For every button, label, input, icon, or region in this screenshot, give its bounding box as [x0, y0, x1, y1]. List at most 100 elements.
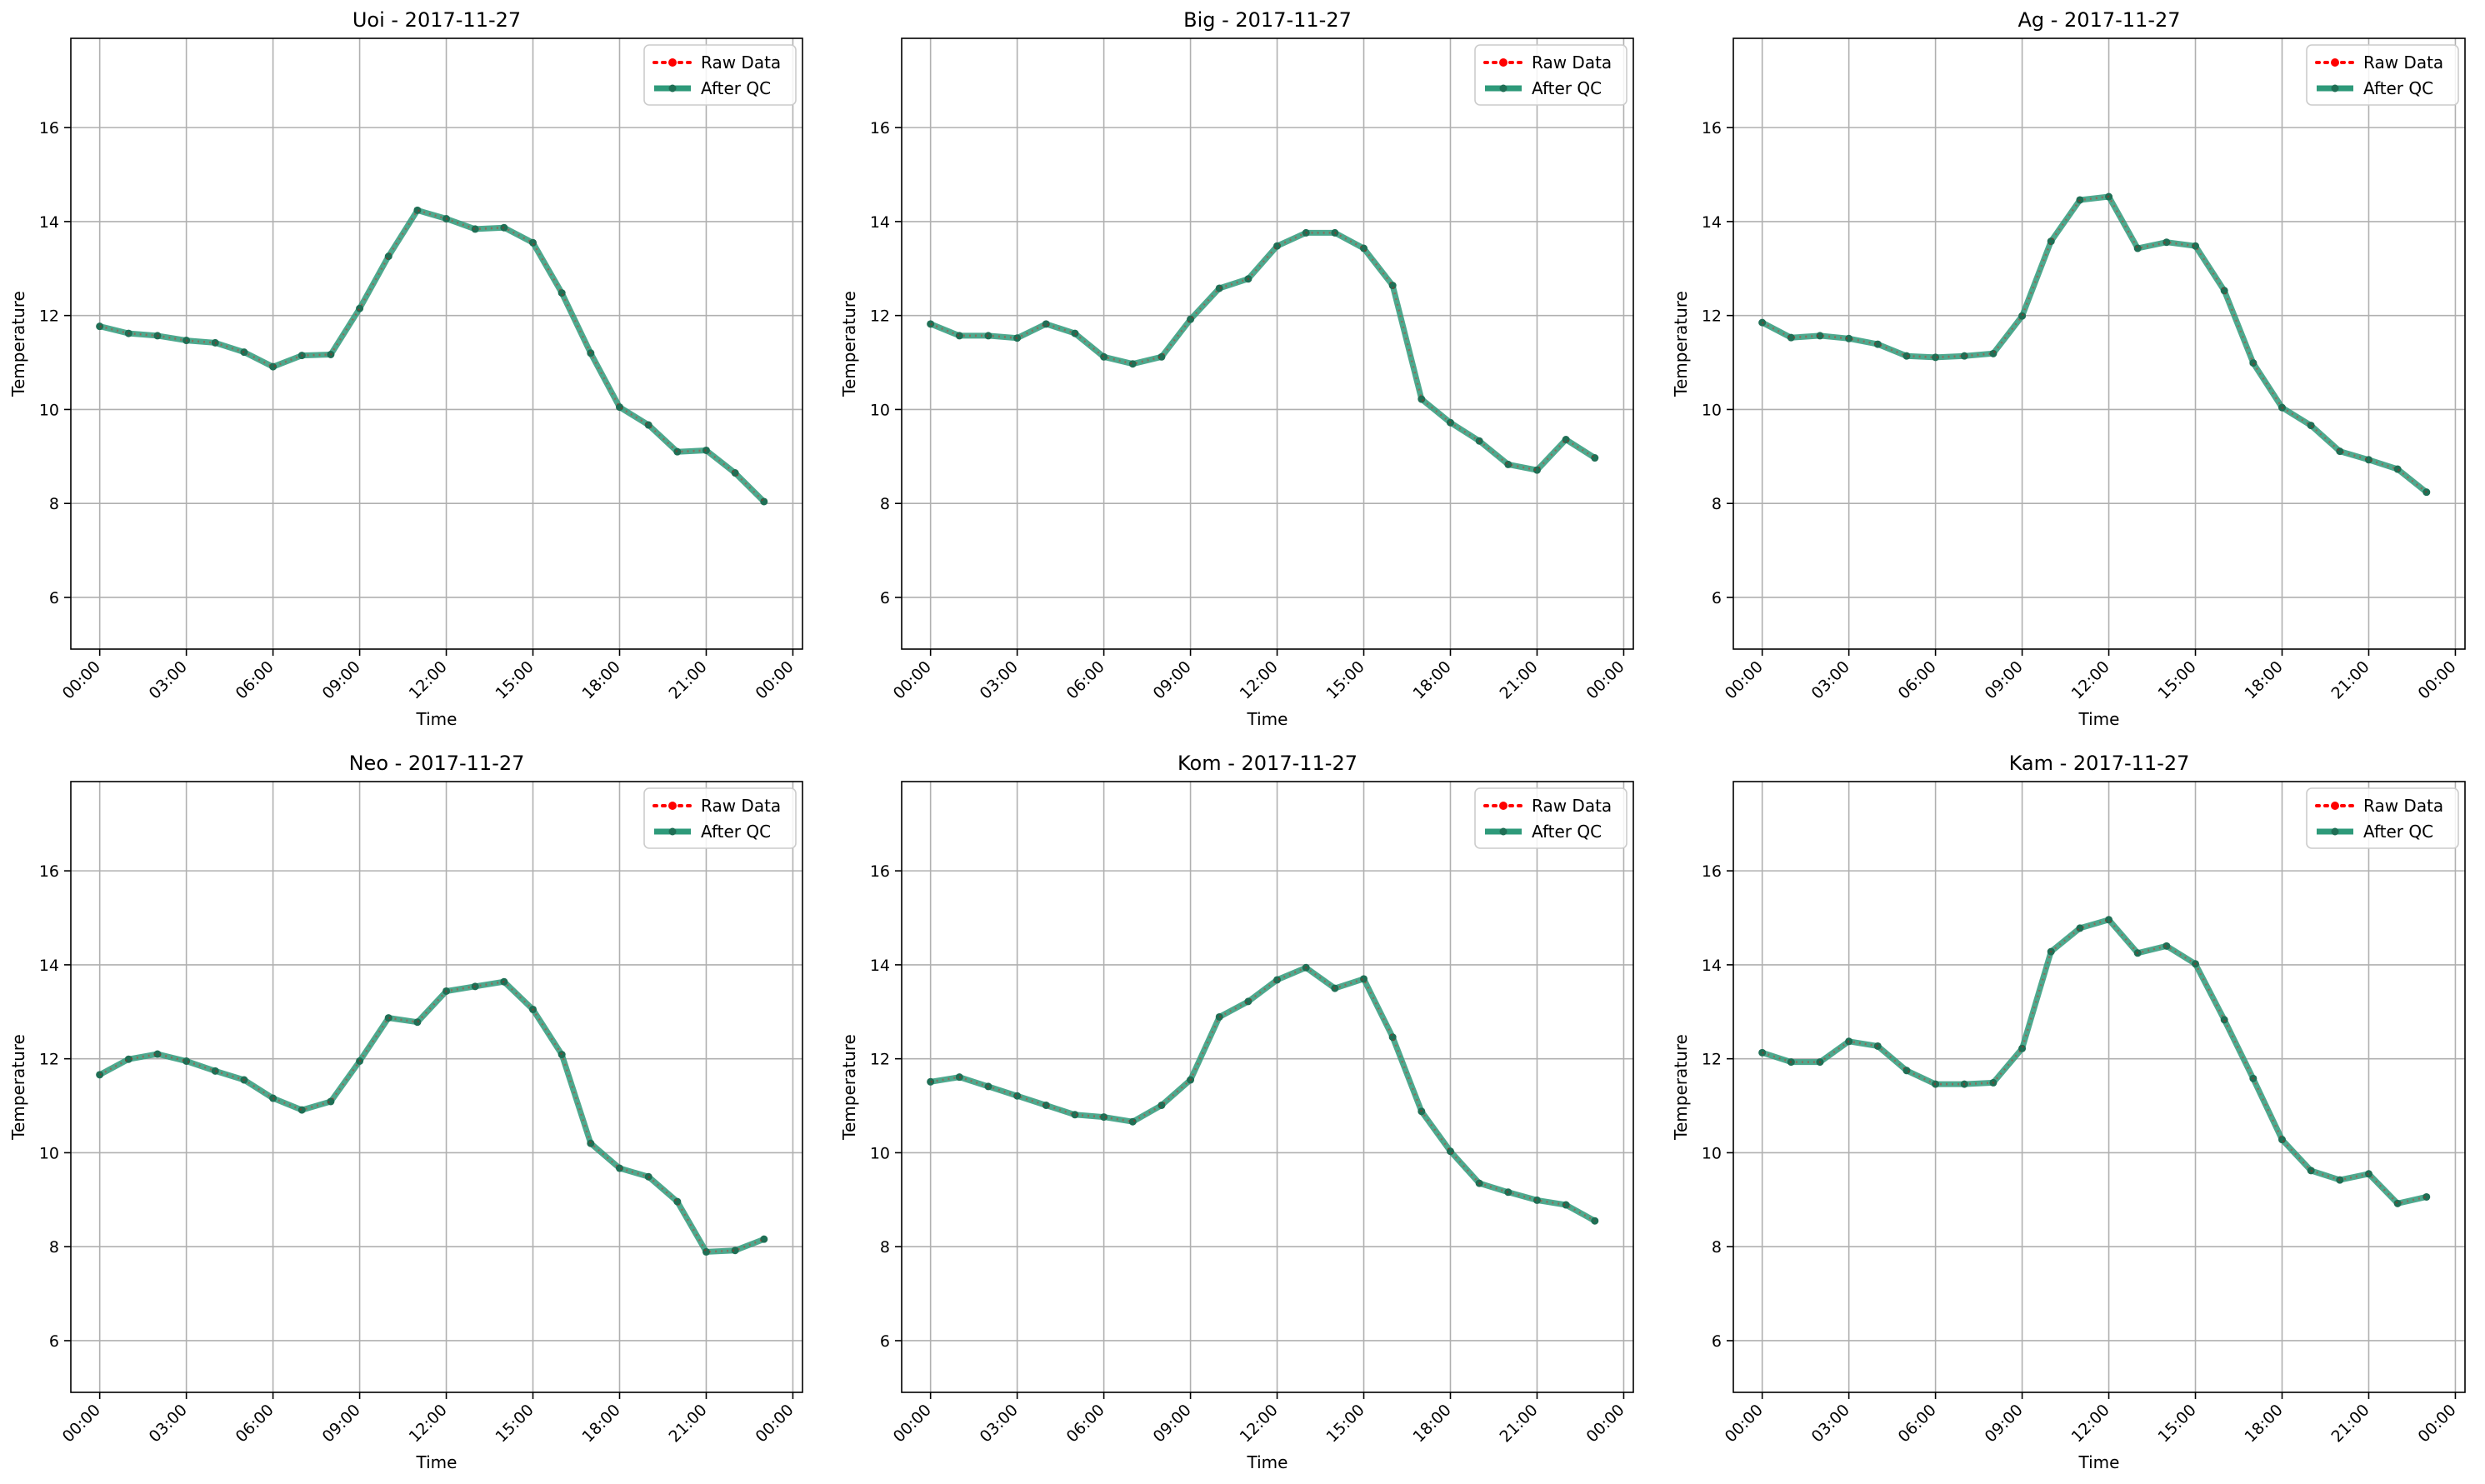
x-tick-label: 21:00: [1496, 657, 1541, 702]
legend-label-after-qc: After QC: [701, 78, 771, 98]
legend: Raw Data After QC: [2306, 787, 2459, 849]
after-qc-point: [1071, 1111, 1079, 1119]
after-qc-point: [384, 1014, 392, 1022]
x-tick-label: 00:00: [59, 657, 104, 702]
after-qc-point: [587, 1139, 595, 1147]
y-tick-label: 16: [1702, 119, 1722, 137]
after-qc-point: [2307, 1167, 2315, 1175]
after-qc-point: [1100, 352, 1108, 361]
x-tick-label: 21:00: [665, 657, 710, 702]
x-tick-label: 12:00: [406, 657, 451, 702]
after-qc-point: [1071, 329, 1079, 337]
after-qc-point: [211, 1067, 219, 1075]
y-tick-label: 14: [39, 957, 59, 975]
x-tick-label: 12:00: [2068, 1401, 2113, 1446]
after-qc-point: [1360, 975, 1368, 983]
after-qc-point: [1591, 1217, 1599, 1225]
after-qc-point: [356, 304, 364, 312]
series-line-raw-data: [1762, 195, 2428, 493]
after-qc-point: [2307, 422, 2315, 430]
legend-label-after-qc: After QC: [2363, 78, 2433, 98]
after-qc-point: [1302, 228, 1310, 237]
legend-marker-after-qc: [2331, 827, 2339, 836]
after-qc-point: [1562, 1201, 1570, 1209]
after-qc-point: [269, 1094, 278, 1102]
legend-label-after-qc: After QC: [2363, 822, 2433, 842]
after-qc-point: [955, 1073, 963, 1082]
after-qc-point: [2220, 287, 2228, 295]
after-qc-point: [616, 1164, 623, 1172]
after-qc-point: [298, 1106, 306, 1114]
legend-marker-after-qc: [1499, 84, 1508, 92]
legend-label-after-qc: After QC: [701, 822, 771, 842]
after-qc-point: [96, 1071, 104, 1079]
after-qc-point: [1013, 1092, 1022, 1100]
after-qc-point: [644, 1172, 652, 1181]
x-tick-label: 06:00: [1895, 1401, 1940, 1446]
x-tick-label: 03:00: [146, 1401, 191, 1446]
legend-marker-after-qc: [668, 84, 677, 92]
after-qc-point: [153, 332, 162, 340]
x-tick-label: 15:00: [2155, 1401, 2200, 1446]
x-tick-label: 15:00: [492, 1401, 538, 1446]
after-qc-point: [644, 421, 652, 429]
x-tick-label: 18:00: [1410, 1401, 1455, 1446]
y-tick-label: 10: [1702, 401, 1722, 419]
x-tick-label: 00:00: [890, 1401, 935, 1446]
after-qc-point: [927, 320, 935, 328]
y-tick-label: 8: [880, 1238, 890, 1257]
after-qc-point: [1873, 340, 1882, 348]
legend: Raw Data After QC: [2306, 44, 2459, 106]
after-qc-point: [413, 1018, 422, 1027]
series-line-after-qc: [97, 978, 768, 1255]
after-qc-point: [1902, 352, 1911, 360]
x-tick-label: 03:00: [977, 1401, 1022, 1446]
x-tick-label: 09:00: [1982, 1401, 2027, 1446]
after-qc-point: [2076, 196, 2084, 204]
after-qc-point: [1504, 460, 1512, 468]
series-line-after-qc: [928, 229, 1598, 473]
after-qc-point: [2278, 1136, 2286, 1144]
grid: [71, 38, 802, 649]
legend-marker-raw-data: [668, 58, 677, 67]
chart-title: Kom - 2017-11-27: [1178, 752, 1358, 775]
after-qc-point: [1902, 1067, 1911, 1075]
x-tick-label: 12:00: [406, 1401, 451, 1446]
after-qc-point: [1215, 1012, 1223, 1021]
series-line-after-qc: [1759, 917, 2430, 1207]
after-qc-point: [760, 497, 768, 506]
y-tick-label: 6: [880, 1332, 890, 1351]
after-qc-point: [442, 215, 451, 223]
after-qc-point: [2105, 192, 2113, 201]
after-qc-point: [2422, 488, 2431, 497]
x-tick-label: 00:00: [890, 657, 935, 702]
axes-frame: [901, 781, 1634, 1393]
after-qc-point: [529, 238, 538, 247]
x-axis-label: Time: [2078, 1452, 2120, 1472]
after-qc-point: [1273, 976, 1282, 984]
after-qc-point: [1447, 418, 1454, 427]
after-qc-point: [1787, 1058, 1795, 1067]
after-qc-point: [2336, 447, 2344, 456]
x-tick-label: 18:00: [1410, 657, 1455, 702]
after-qc-point: [2047, 947, 2055, 956]
after-qc-point: [1475, 1179, 1483, 1187]
x-tick-label: 03:00: [146, 657, 191, 702]
after-qc-point: [1244, 275, 1252, 283]
after-qc-point: [2422, 1192, 2431, 1201]
chart-panel: Big - 2017-11-27 6 8 10 12 14 16 00:00 03:00 06:0…: [839, 8, 1634, 729]
y-tick-label: 6: [49, 589, 59, 607]
y-tick-label: 8: [880, 495, 890, 513]
y-tick-label: 6: [1712, 589, 1722, 607]
x-tick-label: 06:00: [1063, 657, 1108, 702]
after-qc-point: [124, 329, 132, 337]
after-qc-point: [2249, 359, 2258, 367]
chart-title: Uoi - 2017-11-27: [352, 8, 521, 32]
after-qc-point: [1758, 1048, 1767, 1057]
legend-marker-raw-data: [1499, 58, 1508, 67]
after-qc-point: [1989, 1078, 1998, 1087]
x-tick-label: 00:00: [752, 1401, 797, 1446]
after-qc-point: [471, 225, 479, 233]
after-qc-point: [269, 362, 278, 371]
after-qc-point: [1504, 1188, 1512, 1197]
